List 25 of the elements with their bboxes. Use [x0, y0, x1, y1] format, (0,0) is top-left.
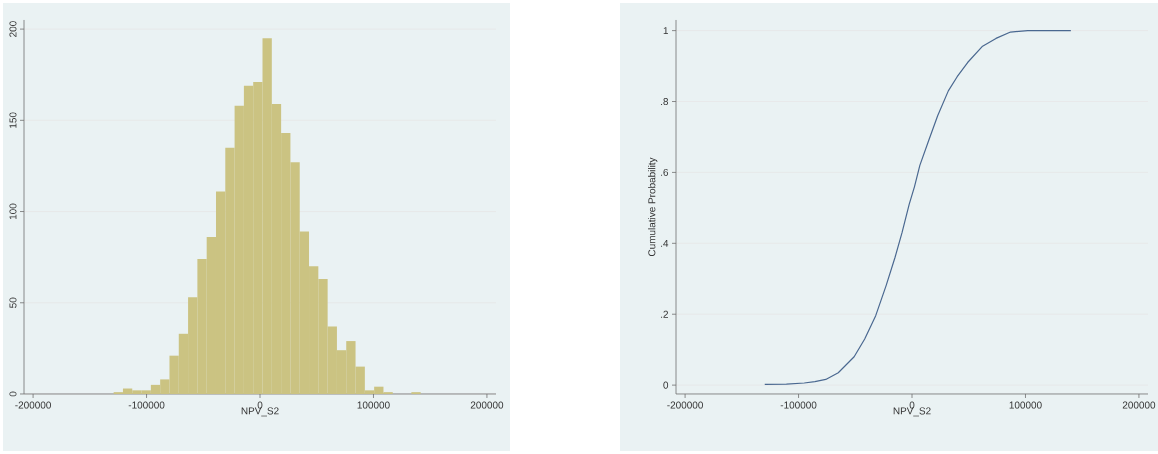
x-tick-label: 0 [909, 401, 915, 409]
y-tick-label: 150 [9, 112, 17, 128]
y-tick-label: .8 [661, 98, 669, 106]
y-tick-label: 200 [9, 21, 17, 37]
y-tick-label: 0 [9, 391, 17, 397]
y-tick-label: 100 [9, 203, 17, 220]
x-axis-title: NPV_S2 [241, 407, 279, 417]
line-series [764, 30, 1072, 386]
y-tick-label: .2 [661, 310, 668, 318]
x-tick-label: -200000 [667, 401, 703, 409]
y-axis-title: Cumulative Probability [648, 157, 658, 257]
x-tick-label: 100000 [1009, 401, 1042, 409]
y-tick-label: .6 [661, 168, 669, 176]
x-tick-label: 200000 [1122, 401, 1156, 409]
y-tick-label: 1 [663, 27, 669, 35]
x-tick-label: -100000 [128, 401, 165, 409]
y-tick-label: 50 [9, 297, 17, 308]
x-tick-label: -200000 [15, 401, 51, 409]
y-tick-label: .4 [661, 239, 669, 247]
x-tick-label: 0 [257, 401, 263, 409]
x-tick-label: -100000 [780, 401, 817, 409]
x-tick-label: 100000 [357, 401, 390, 409]
y-tick-label: 0 [663, 381, 669, 389]
x-axis-title: NPV_S2 [893, 407, 931, 417]
x-tick-label: 200000 [470, 401, 504, 409]
